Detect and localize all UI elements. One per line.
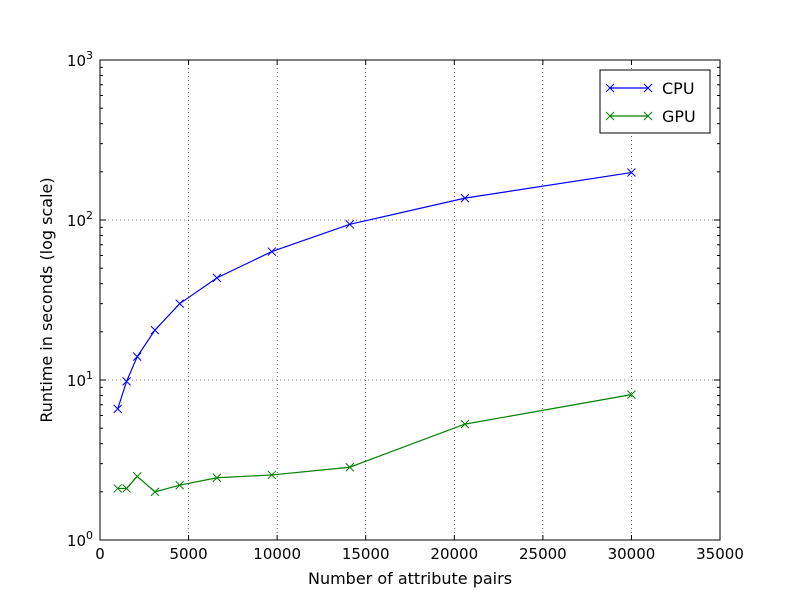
y-axis-label: Runtime in seconds (log scale) xyxy=(37,177,56,422)
legend-frame xyxy=(599,69,711,134)
legend-cpu-marker xyxy=(605,83,615,93)
x-tick-label: 0 xyxy=(95,545,105,563)
y-tick-label: 102 xyxy=(67,209,93,230)
series-layer xyxy=(113,168,636,497)
legend-cpu-marker xyxy=(643,83,653,93)
legend-gpu-marker xyxy=(605,111,615,121)
x-tick-label: 15000 xyxy=(342,545,390,563)
cpu-data-point xyxy=(122,377,131,386)
gpu-data-point xyxy=(627,390,636,399)
plot-background xyxy=(100,60,720,540)
cpu-data-point xyxy=(212,273,222,283)
grid-layer xyxy=(100,60,720,540)
legend-gpu-marker xyxy=(643,111,653,121)
legend-gpu-label: GPU xyxy=(662,107,696,126)
cpu-data-point xyxy=(267,247,277,256)
x-tick-label: 5000 xyxy=(169,545,207,563)
cpu-data-point xyxy=(132,352,142,361)
plot-frame xyxy=(99,59,721,541)
cpu-data-point xyxy=(627,168,636,177)
cpu-data-point xyxy=(460,193,470,203)
gpu-data-point xyxy=(267,470,277,480)
legend: CPU GPU xyxy=(599,69,711,134)
x-axis-label: Number of attribute pairs xyxy=(308,569,512,588)
x-tick-label: 20000 xyxy=(430,545,478,563)
cpu-data-point xyxy=(150,325,160,335)
y-tick-label: 103 xyxy=(67,49,93,70)
gpu-series-line xyxy=(117,394,632,493)
x-tick-label: 35000 xyxy=(696,545,744,563)
gpu-data-point xyxy=(150,487,160,497)
legend-cpu-label: CPU xyxy=(662,79,695,98)
gpu-data-point xyxy=(132,471,142,481)
cpu-series-line xyxy=(117,171,632,410)
x-tick-label: 25000 xyxy=(519,545,567,563)
x-tick-label: 30000 xyxy=(608,545,656,563)
cpu-data-point xyxy=(175,299,185,309)
cpu-data-point xyxy=(345,219,355,229)
y-tick-label: 100 xyxy=(67,529,93,550)
gpu-data-point xyxy=(175,480,185,490)
y-tick-label: 101 xyxy=(67,369,93,390)
gpu-data-point xyxy=(345,462,355,472)
gpu-data-point xyxy=(122,484,131,493)
tick-layer: 0 5000 10000 15000 20000 25000 30000 35000 100 10… xyxy=(67,49,744,563)
gpu-data-point xyxy=(113,484,123,493)
x-tick-label: 10000 xyxy=(253,545,301,563)
gpu-data-point xyxy=(460,419,470,429)
cpu-data-point xyxy=(113,404,123,414)
gpu-data-point xyxy=(212,473,222,483)
